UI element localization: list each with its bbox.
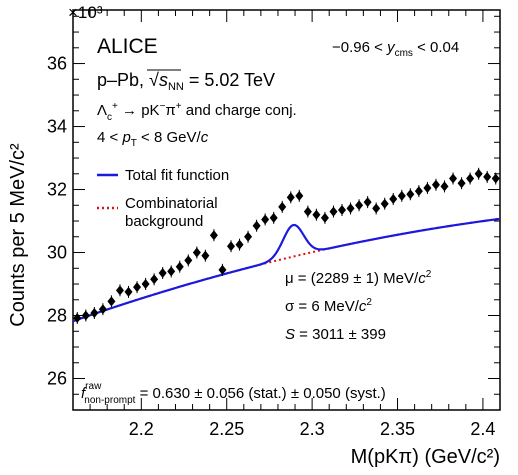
x-tick-label: 2.25	[209, 419, 244, 439]
y-multiplier: ×10³	[68, 3, 103, 22]
data-point	[167, 265, 176, 278]
data-point	[269, 211, 278, 224]
legend-total-label: Total fit function	[125, 167, 229, 184]
data-points	[73, 167, 500, 325]
mu-label: μ = (2289 ± 1) MeV/c2	[285, 269, 432, 287]
data-point	[440, 180, 449, 193]
data-point	[303, 205, 312, 218]
decay-label: Λc+ → pK−π+ and charge conj.	[97, 101, 297, 123]
data-point	[226, 240, 235, 253]
data-point	[235, 238, 244, 251]
data-point	[380, 197, 389, 210]
tick-labels: 2.2 2.25 2.3 2.35 2.4 26 28 30 32 34 36	[47, 54, 495, 439]
x-tick-label: 2.4	[470, 419, 495, 439]
y-tick-label: 34	[47, 117, 67, 137]
y-tick-label: 26	[47, 369, 67, 389]
data-point	[244, 230, 253, 243]
data-point	[218, 263, 227, 276]
data-point	[372, 202, 381, 215]
data-point	[466, 172, 475, 185]
rapidity-label: −0.96 < ycms < 0.04	[332, 39, 459, 59]
data-point	[483, 170, 492, 183]
data-point	[312, 208, 321, 221]
data-point	[73, 312, 82, 325]
data-point	[124, 285, 133, 298]
data-point	[346, 202, 355, 215]
data-point	[338, 204, 347, 216]
data-point	[491, 172, 500, 185]
data-point	[389, 192, 398, 205]
data-point	[175, 260, 184, 273]
data-point	[329, 205, 338, 218]
y-tick-label: 36	[47, 54, 67, 74]
y-tick-label: 28	[47, 306, 67, 326]
data-point	[355, 199, 364, 212]
data-point	[449, 172, 458, 185]
data-point	[286, 191, 295, 204]
data-point	[141, 278, 150, 291]
data-point	[158, 266, 167, 279]
nonprompt-fraction-label: fraw non-prompt = 0.630 ± 0.056 (stat.) ±…	[81, 381, 386, 406]
data-point	[209, 229, 218, 242]
data-point	[184, 254, 193, 267]
legend-bkg-label-line1: Combinatorial	[125, 195, 218, 212]
data-point	[363, 196, 372, 209]
data-point	[98, 303, 107, 316]
data-point	[320, 211, 329, 224]
data-point	[457, 177, 466, 190]
y-tick-label: 30	[47, 243, 67, 263]
pt-range-label: 4 < pT < 8 GeV/c	[97, 129, 209, 149]
data-point	[406, 188, 415, 201]
data-point	[295, 189, 304, 202]
legend-bkg-label-line2: background	[125, 213, 203, 230]
data-point	[81, 309, 90, 322]
system-label: p–Pb, √sNN = 5.02 TeV	[97, 70, 275, 93]
data-point	[414, 185, 423, 198]
data-point	[90, 306, 99, 319]
x-tick-label: 2.2	[129, 419, 154, 439]
experiment-label: ALICE	[97, 35, 158, 58]
data-point	[261, 213, 270, 226]
data-point	[107, 295, 116, 308]
data-point	[431, 178, 440, 191]
y-axis-title: Counts per 5 MeV/c²	[7, 143, 29, 327]
data-point	[423, 181, 432, 194]
signal-label: S = 3011 ± 399	[285, 326, 386, 343]
data-point	[201, 249, 210, 262]
total-fit-curve	[72, 217, 500, 323]
data-point	[115, 284, 124, 297]
x-tick-label: 2.3	[300, 419, 325, 439]
x-axis-title: M(pKπ) (GeV/c²)	[351, 446, 500, 468]
plot-frame	[72, 9, 501, 411]
data-point	[150, 273, 159, 286]
data-point	[192, 246, 201, 259]
data-point	[474, 167, 483, 180]
data-point	[278, 200, 287, 213]
axis-ticks	[72, 10, 501, 411]
data-point	[397, 189, 406, 202]
y-tick-label: 32	[47, 180, 67, 200]
data-point	[133, 281, 142, 294]
x-tick-label: 2.35	[380, 419, 415, 439]
data-point	[252, 219, 261, 232]
sigma-label: σ = 6 MeV/c2	[285, 297, 372, 315]
